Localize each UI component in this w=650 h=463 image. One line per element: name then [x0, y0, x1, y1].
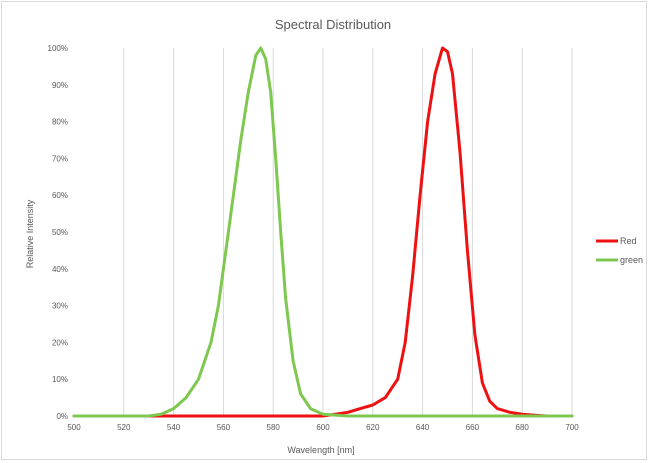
x-tick-label: 560: [217, 423, 231, 432]
x-tick-label: 660: [466, 423, 480, 432]
y-axis-label: Relative Intensity: [25, 199, 35, 268]
legend-label-red: Red: [620, 236, 637, 246]
y-tick-label: 70%: [52, 154, 68, 163]
chart-title: Spectral Distribution: [275, 17, 391, 32]
legend-label-green: green: [620, 255, 643, 265]
x-tick-label: 500: [67, 423, 81, 432]
series-lines: [72, 46, 574, 418]
x-tick-label: 600: [316, 423, 330, 432]
x-tick-label: 580: [267, 423, 281, 432]
y-tick-label: 50%: [52, 228, 68, 237]
legend: Red green: [596, 236, 643, 265]
x-axis-label: Wavelength [nm]: [287, 445, 354, 455]
series-line-red: [72, 46, 574, 418]
y-tick-label: 20%: [52, 338, 68, 347]
axes: 500 520 540 560 580 600 620 640 660 680 700 0% 10% 20…: [48, 44, 580, 432]
y-tick-label: 90%: [52, 81, 68, 90]
grid: [123, 48, 573, 416]
x-tick-label: 640: [416, 423, 430, 432]
y-tick-label: 100%: [48, 44, 68, 53]
y-tick-label: 80%: [52, 118, 68, 127]
y-tick-label: 0%: [56, 412, 68, 421]
x-tick-label: 620: [366, 423, 380, 432]
y-tick-label: 30%: [52, 302, 68, 311]
x-tick-label: 700: [565, 423, 579, 432]
x-tick-label: 680: [516, 423, 530, 432]
y-tick-label: 10%: [52, 375, 68, 384]
series-line-green: [72, 46, 574, 418]
x-tick-label: 520: [117, 423, 131, 432]
y-tick-label: 40%: [52, 265, 68, 274]
y-tick-label: 60%: [52, 191, 68, 200]
x-tick-label: 540: [167, 423, 181, 432]
